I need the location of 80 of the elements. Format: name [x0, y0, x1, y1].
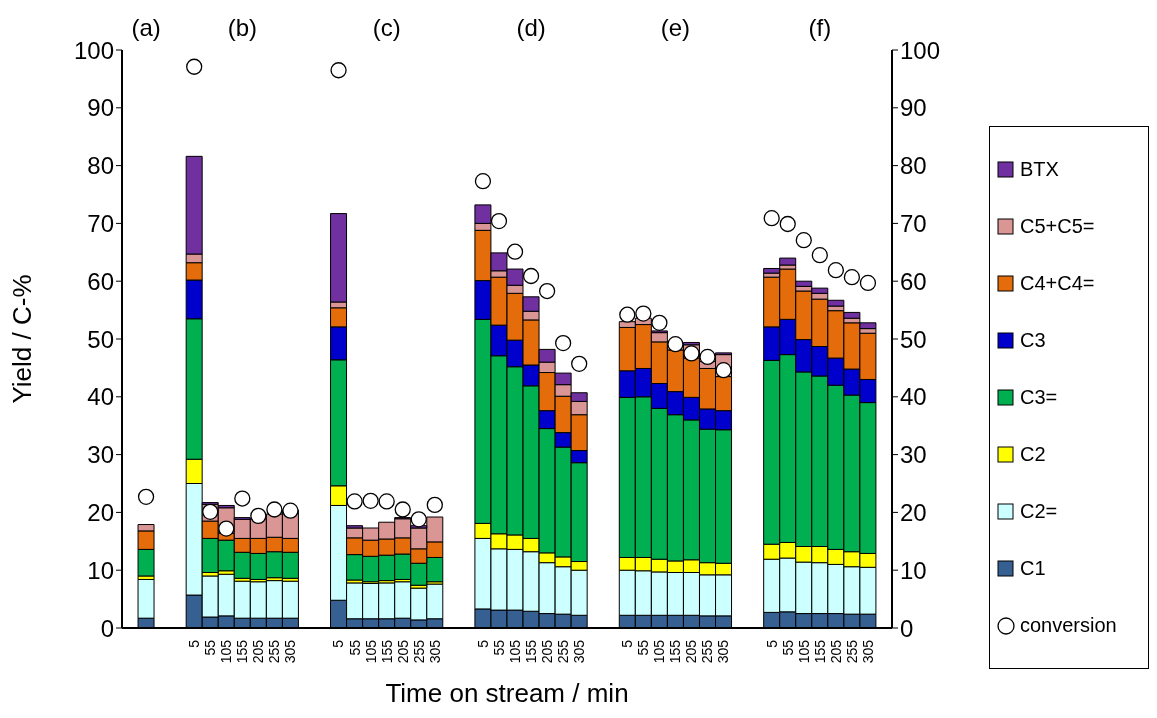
text: (b): [226, 14, 258, 42]
point: [635, 305, 652, 322]
legend-label: C2: [1020, 443, 1046, 466]
x-tick-label: 205: [394, 639, 411, 664]
y-tick-label: 60: [87, 267, 114, 295]
x-tick-label: 255: [410, 639, 427, 664]
x-tick-label: 105: [795, 639, 812, 664]
text: (d): [515, 14, 547, 42]
y2-tick-label: 70: [900, 209, 927, 237]
x-tick-label: 105: [506, 639, 523, 664]
x-tick-label: 55: [490, 639, 507, 656]
y2-tick-label: 90: [900, 94, 927, 122]
x-tick-label: 255: [555, 639, 572, 664]
y2-tick-label: 50: [900, 325, 927, 353]
point: [667, 336, 684, 353]
legend-label: C2=: [1020, 500, 1058, 523]
y-tick-label: 0: [100, 614, 114, 642]
y-tick-label: 20: [87, 498, 114, 526]
legend-label: C3: [1020, 329, 1046, 352]
x-tick-label: 5: [619, 639, 636, 648]
x-tick-label: 5: [330, 639, 347, 648]
legend-label: C4+C4=: [1020, 272, 1095, 295]
legend-label: C5+C5=: [1020, 215, 1095, 238]
x-tick-label: 55: [779, 639, 796, 656]
y-tick-label: 40: [87, 383, 114, 411]
y-axis-title: Yield / C-%: [7, 274, 38, 404]
x-tick-label: 305: [571, 639, 588, 664]
y-tick-label: 90: [87, 94, 114, 122]
x-tick-label: 55: [346, 639, 363, 656]
legend-label: conversion: [1020, 614, 1117, 637]
y-tick-label: 70: [87, 209, 114, 237]
y-tick-label: 10: [87, 556, 114, 584]
x-tick-label: 5: [474, 639, 491, 648]
y2-tick-label: 20: [900, 498, 927, 526]
point: [282, 502, 299, 519]
y2-tick-label: 30: [900, 441, 927, 469]
x-tick-label: 305: [859, 639, 876, 664]
x-tick-label: 255: [699, 639, 716, 664]
bar: [779, 257, 797, 266]
y2-tick-label: 80: [900, 152, 927, 180]
y-tick-label: 30: [87, 441, 114, 469]
x-tick-label: 55: [635, 639, 652, 656]
x-tick-label: 5: [186, 639, 203, 648]
x-tick-label: 105: [362, 639, 379, 664]
y2-tick-label: 100: [900, 36, 941, 64]
x-tick-label: 305: [715, 639, 732, 664]
text: (e): [659, 14, 692, 42]
x-tick-label: 5: [763, 639, 780, 648]
x-tick-label: 205: [250, 639, 267, 664]
x-tick-label: 155: [522, 639, 539, 664]
x-tick-label: 155: [378, 639, 395, 664]
text: (c): [371, 14, 402, 42]
legend-label: C1: [1020, 557, 1046, 580]
legend-label: BTX: [1020, 158, 1059, 181]
x-tick-label: 305: [282, 639, 299, 664]
text: (a): [131, 14, 161, 41]
y2-tick-label: 0: [900, 614, 914, 642]
x-tick-label: 205: [539, 639, 555, 664]
y-tick-label: 100: [73, 36, 114, 64]
y2-tick-label: 60: [900, 267, 927, 295]
point: [250, 507, 267, 525]
y2-tick-label: 40: [900, 383, 927, 411]
legend-label: C3=: [1020, 386, 1058, 409]
x-tick-label: 105: [651, 639, 668, 664]
x-tick-label: 205: [827, 639, 844, 664]
text: (f): [807, 14, 833, 42]
x-tick-label: 305: [426, 639, 443, 664]
y-tick-label: 80: [87, 152, 114, 180]
x-tick-label: 155: [811, 639, 828, 664]
x-tick-label: 255: [843, 639, 860, 664]
x-axis-title: Time on stream / min: [385, 678, 629, 708]
x-tick-label: 205: [683, 639, 700, 664]
x-tick-label: 105: [218, 639, 235, 664]
x-tick-label: 155: [234, 639, 251, 664]
x-tick-label: 55: [202, 639, 219, 656]
x-tick-label: 155: [667, 639, 684, 664]
x-tick-label: 255: [266, 639, 283, 664]
y-tick-label: 50: [87, 325, 114, 353]
y2-tick-label: 10: [900, 556, 927, 584]
point: [266, 501, 283, 518]
